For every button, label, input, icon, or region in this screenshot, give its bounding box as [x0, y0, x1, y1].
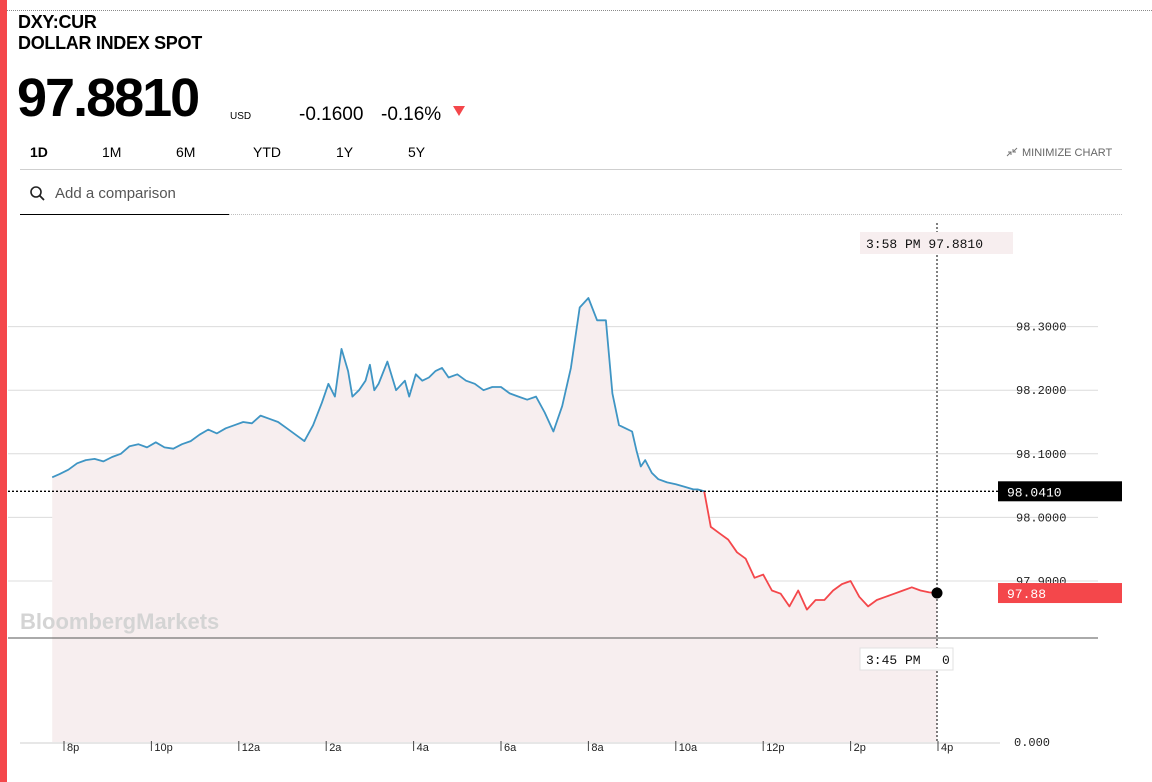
top-border — [0, 10, 1152, 11]
chart-watermark: BloombergMarkets — [20, 609, 219, 634]
price-change: -0.1600 — [299, 104, 364, 125]
crosshair-top-badge — [860, 232, 1013, 254]
last-price: 97.8810 — [17, 68, 200, 128]
previous-close-badge — [998, 481, 1122, 502]
x-tick-label: 4p — [941, 742, 953, 754]
x-tick-label: 4a — [417, 742, 430, 754]
accent-bar — [0, 0, 7, 782]
crosshair-bottom-badge — [859, 647, 954, 671]
x-tick-label: 10a — [679, 742, 698, 754]
range-tab-5y[interactable]: 5Y — [408, 144, 426, 160]
comparison-search — [20, 176, 229, 215]
search-divider — [229, 214, 1122, 215]
x-tick-label: 6a — [504, 742, 517, 754]
price-change-percent: -0.16% — [381, 104, 442, 125]
crosshair-top-label: 3:58 PM 97.8810 — [866, 237, 983, 252]
x-tick-label: 8p — [67, 742, 79, 754]
tabs-divider — [20, 169, 1122, 170]
price-line-above-close — [51, 297, 705, 493]
price-chart[interactable]: BloombergMarkets 98.3000 98.2000 98.1000 98.… — [0, 215, 1152, 782]
range-tab-6m[interactable]: 6M — [176, 144, 196, 160]
y-tick-label: 98.2000 — [1016, 384, 1066, 398]
y-tick-label: 98.1000 — [1016, 448, 1066, 462]
crosshair-point — [931, 587, 943, 599]
last-price-label: 97.88 — [1007, 587, 1046, 602]
price-currency: USD — [230, 111, 252, 122]
x-tick-label: 8a — [591, 742, 604, 754]
comparison-search-input[interactable] — [55, 182, 225, 204]
area-fill — [52, 298, 937, 742]
x-tick-label: 2p — [854, 742, 866, 754]
x-tick-label: 2a — [329, 742, 342, 754]
range-tab-1m[interactable]: 1M — [102, 144, 122, 160]
down-arrow-icon — [453, 106, 465, 116]
x-tick-label: 12p — [766, 742, 784, 754]
security-name: DOLLAR INDEX SPOT — [18, 33, 202, 53]
crosshair-bottom-label: 3:45 PM — [866, 653, 921, 668]
search-icon — [30, 186, 45, 201]
range-tab-ytd[interactable]: YTD — [253, 144, 281, 160]
x-tick-label: 12a — [242, 742, 261, 754]
ticker-symbol: DXY:CUR — [18, 12, 97, 32]
range-tab-1y[interactable]: 1Y — [336, 144, 354, 160]
last-price-badge — [998, 583, 1122, 604]
previous-close-label: 98.0410 — [1007, 485, 1062, 500]
y-tick-label: 98.3000 — [1016, 321, 1066, 335]
volume-value-label: 0 — [942, 653, 950, 668]
price-line-below-close — [703, 491, 937, 611]
minimize-chart-label: MINIMIZE CHART — [1022, 147, 1113, 159]
volume-axis-label: 0.000 — [1014, 736, 1050, 750]
y-tick-label: 98.0000 — [1016, 511, 1066, 525]
minimize-icon — [1006, 147, 1018, 157]
minimize-chart-button[interactable]: MINIMIZE CHART — [1006, 147, 1112, 159]
range-tab-1d[interactable]: 1D — [30, 144, 48, 160]
x-tick-label: 10p — [154, 742, 172, 754]
